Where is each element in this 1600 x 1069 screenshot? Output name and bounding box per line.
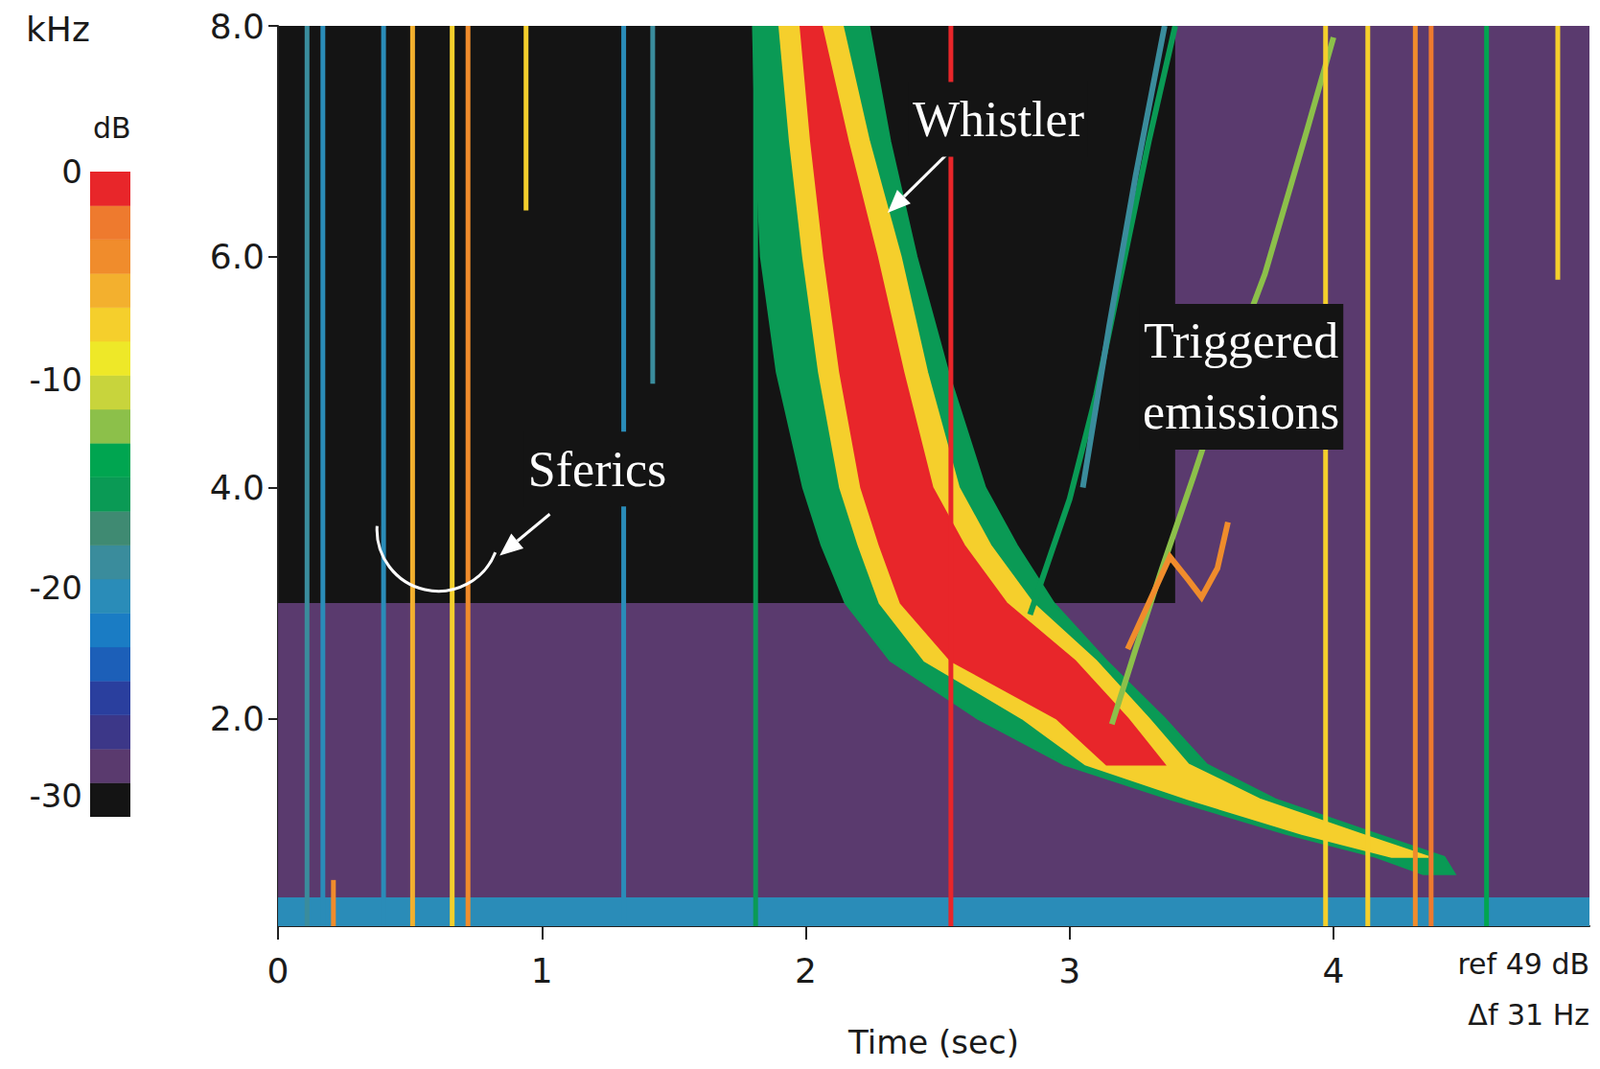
svg-text:4: 4 bbox=[1322, 950, 1345, 991]
svg-text:2: 2 bbox=[794, 950, 817, 991]
svg-text:-10: -10 bbox=[28, 360, 83, 399]
svg-text:ref 49 dB: ref 49 dB bbox=[1457, 947, 1590, 981]
svg-text:0: 0 bbox=[61, 152, 83, 191]
svg-text:3: 3 bbox=[1058, 950, 1081, 991]
svg-text:Triggered: Triggered bbox=[1143, 313, 1339, 369]
svg-text:1: 1 bbox=[531, 950, 554, 991]
svg-text:Time (sec): Time (sec) bbox=[847, 1022, 1020, 1062]
svg-text:0: 0 bbox=[267, 950, 290, 991]
svg-text:Δf 31 Hz: Δf 31 Hz bbox=[1467, 997, 1590, 1032]
svg-text:2.0: 2.0 bbox=[209, 698, 265, 739]
svg-text:dB: dB bbox=[92, 111, 132, 145]
svg-text:4.0: 4.0 bbox=[209, 467, 265, 508]
svg-text:emissions: emissions bbox=[1142, 384, 1340, 440]
svg-text:Sferics: Sferics bbox=[528, 441, 667, 497]
svg-text:8.0: 8.0 bbox=[209, 6, 265, 47]
svg-text:6.0: 6.0 bbox=[209, 236, 265, 277]
svg-text:Whistler: Whistler bbox=[912, 92, 1085, 147]
svg-text:-30: -30 bbox=[28, 776, 83, 815]
svg-text:kHz: kHz bbox=[25, 9, 91, 49]
svg-text:-20: -20 bbox=[28, 568, 83, 607]
